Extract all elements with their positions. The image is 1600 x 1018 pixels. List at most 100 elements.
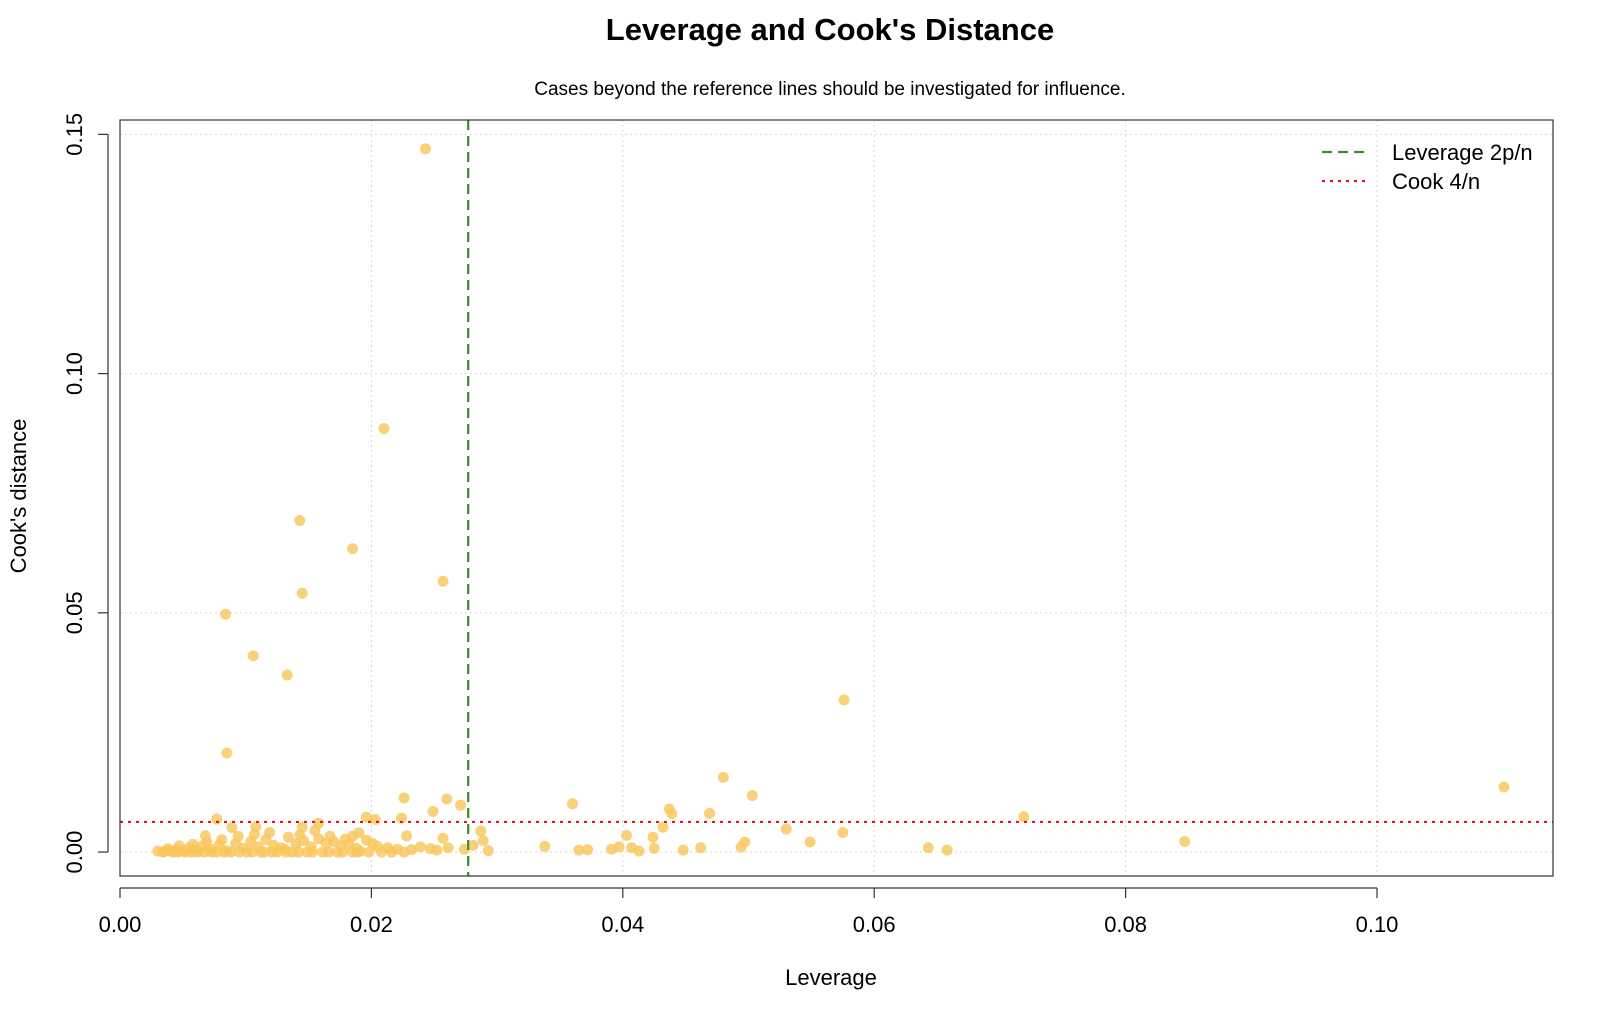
data-point — [1018, 811, 1030, 823]
data-point — [324, 830, 336, 842]
y-tick-label: 0.15 — [62, 113, 87, 156]
data-point — [296, 587, 308, 599]
y-axis-label: Cook's distance — [6, 419, 31, 574]
data-point — [427, 805, 439, 817]
data-point — [539, 840, 551, 852]
data-point — [198, 846, 210, 858]
data-point — [292, 846, 304, 858]
plot-frame — [119, 119, 1554, 877]
data-point — [255, 846, 267, 858]
data-point — [396, 812, 408, 824]
data-point — [746, 790, 758, 802]
data-point — [735, 841, 747, 853]
data-point — [467, 839, 479, 851]
data-point — [1498, 781, 1510, 793]
data-point — [360, 811, 372, 823]
data-point — [339, 833, 351, 845]
legend: Leverage 2p/n Cook 4/n — [1322, 140, 1533, 194]
data-point — [369, 814, 381, 826]
data-point — [1179, 836, 1191, 848]
chart-title: Leverage and Cook's Distance — [606, 12, 1054, 47]
data-point — [281, 669, 293, 681]
data-point — [226, 822, 238, 834]
data-point — [605, 843, 617, 855]
data-point — [401, 830, 413, 842]
data-point — [633, 845, 645, 857]
data-point — [266, 846, 278, 858]
data-point — [941, 844, 953, 856]
data-point — [647, 831, 659, 843]
data-point — [247, 650, 259, 662]
x-axis: 0.00 0.02 0.04 0.06 0.08 0.10 — [99, 887, 1399, 937]
data-point — [220, 608, 232, 620]
data-point — [398, 846, 410, 858]
data-point — [677, 844, 689, 856]
data-point — [704, 807, 716, 819]
data-point — [309, 825, 321, 837]
grid — [119, 120, 1553, 876]
data-point — [225, 846, 237, 858]
data-point — [367, 837, 379, 849]
data-point — [419, 143, 431, 155]
reference-lines — [120, 120, 1553, 876]
data-point — [837, 826, 849, 838]
y-tick-label: 0.05 — [62, 591, 87, 634]
x-tick-label: 0.02 — [350, 912, 393, 937]
data-point — [201, 836, 213, 848]
data-point — [582, 844, 594, 856]
data-point — [695, 842, 707, 854]
y-tick-label: 0.10 — [62, 352, 87, 395]
x-tick-label: 0.08 — [1104, 912, 1147, 937]
data-point — [804, 836, 816, 848]
data-point — [378, 423, 390, 435]
data-point — [441, 793, 453, 805]
data-point — [282, 831, 294, 843]
legend-label: Leverage 2p/n — [1392, 140, 1533, 165]
data-point — [294, 829, 306, 841]
x-tick-label: 0.00 — [99, 912, 142, 937]
data-point — [172, 846, 184, 858]
data-point — [838, 694, 850, 706]
data-point — [455, 799, 467, 811]
data-point — [442, 842, 454, 854]
data-point — [232, 830, 244, 842]
data-point — [352, 846, 364, 858]
data-point — [398, 792, 410, 804]
y-axis: 0.00 0.05 0.10 0.15 — [62, 113, 109, 874]
data-point — [211, 813, 223, 825]
data-point — [157, 846, 169, 858]
data-point — [666, 808, 678, 820]
data-point — [249, 828, 261, 840]
data-point — [477, 835, 489, 847]
data-point — [186, 846, 198, 858]
data-point — [294, 514, 306, 526]
data-point — [216, 834, 228, 846]
data-point — [437, 832, 449, 844]
data-point — [347, 543, 359, 555]
data-point — [306, 846, 318, 858]
data-point — [437, 575, 449, 587]
data-point — [211, 846, 223, 858]
data-point — [573, 844, 585, 856]
data-point — [221, 747, 233, 759]
chart-subtitle: Cases beyond the reference lines should … — [534, 79, 1126, 100]
legend-label: Cook 4/n — [1392, 169, 1480, 194]
data-point — [648, 842, 660, 854]
data-point — [424, 843, 436, 855]
data-point — [386, 846, 398, 858]
data-point — [233, 846, 245, 858]
x-tick-label: 0.10 — [1356, 912, 1399, 937]
x-tick-label: 0.04 — [601, 912, 644, 937]
data-points — [152, 143, 1510, 858]
x-tick-label: 0.06 — [853, 912, 896, 937]
data-point — [922, 842, 934, 854]
data-point — [336, 846, 348, 858]
data-point — [621, 829, 633, 841]
y-tick-label: 0.00 — [62, 831, 87, 874]
data-point — [482, 845, 494, 857]
data-point — [475, 825, 487, 837]
data-point — [241, 846, 253, 858]
data-point — [717, 771, 729, 783]
data-point — [323, 846, 335, 858]
data-point — [414, 841, 426, 853]
